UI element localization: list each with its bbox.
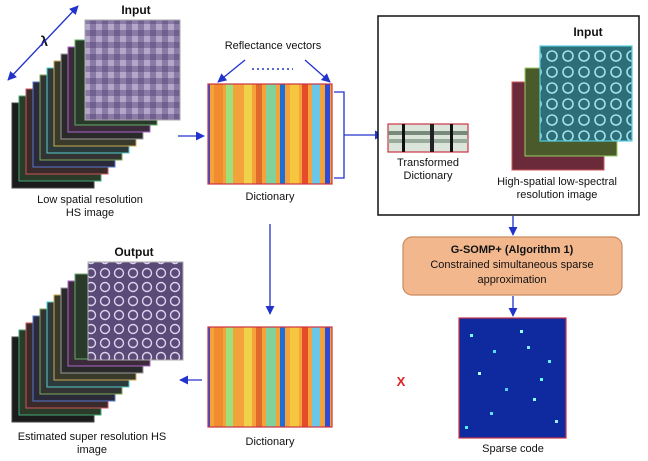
output-hs-stack — [11, 261, 184, 423]
algorithm-box — [402, 236, 623, 296]
algorithm-title: G-SOMP+ (Algorithm 1) — [451, 244, 574, 256]
output-label: Output — [114, 245, 153, 259]
sparse-code-matrix — [458, 317, 567, 439]
input-box-label: Input — [573, 25, 602, 39]
low-res-label-line2: HS image — [66, 207, 114, 219]
reflectance-arrow-right — [304, 59, 331, 83]
estimated-label-line2: image — [77, 444, 107, 456]
algorithm-line3: approximation — [477, 274, 546, 286]
low-res-hs-stack — [11, 19, 181, 189]
reflectance-label: Reflectance vectors — [225, 40, 322, 52]
input-label-top: Input — [121, 3, 150, 17]
dictionary-bottom-matrix — [207, 326, 333, 428]
dictionary-top-matrix — [207, 83, 333, 185]
transformed-dictionary — [387, 123, 469, 153]
lambda-arrow — [7, 5, 79, 81]
algorithm-line2: Constrained simultaneous sparse — [430, 259, 593, 271]
multiply-sign: X — [397, 374, 406, 389]
bracket-arrow — [334, 91, 383, 179]
dictionary-top-label: Dictionary — [246, 191, 295, 203]
high-res-label-line1: High-spatial low-spectral — [497, 176, 617, 188]
estimated-label-line1: Estimated super resolution HS — [18, 431, 167, 443]
low-res-label-line1: Low spatial resolution — [37, 194, 143, 206]
transformed-label-line2: Dictionary — [404, 170, 453, 182]
sparse-code-label: Sparse code — [482, 443, 544, 455]
high-res-label-line2: resolution image — [517, 189, 598, 201]
dictionary-bottom-label: Dictionary — [246, 436, 295, 448]
high-res-image-stack — [511, 45, 633, 171]
transformed-label-line1: Transformed — [397, 157, 459, 169]
reflectance-arrow-left — [217, 59, 246, 83]
